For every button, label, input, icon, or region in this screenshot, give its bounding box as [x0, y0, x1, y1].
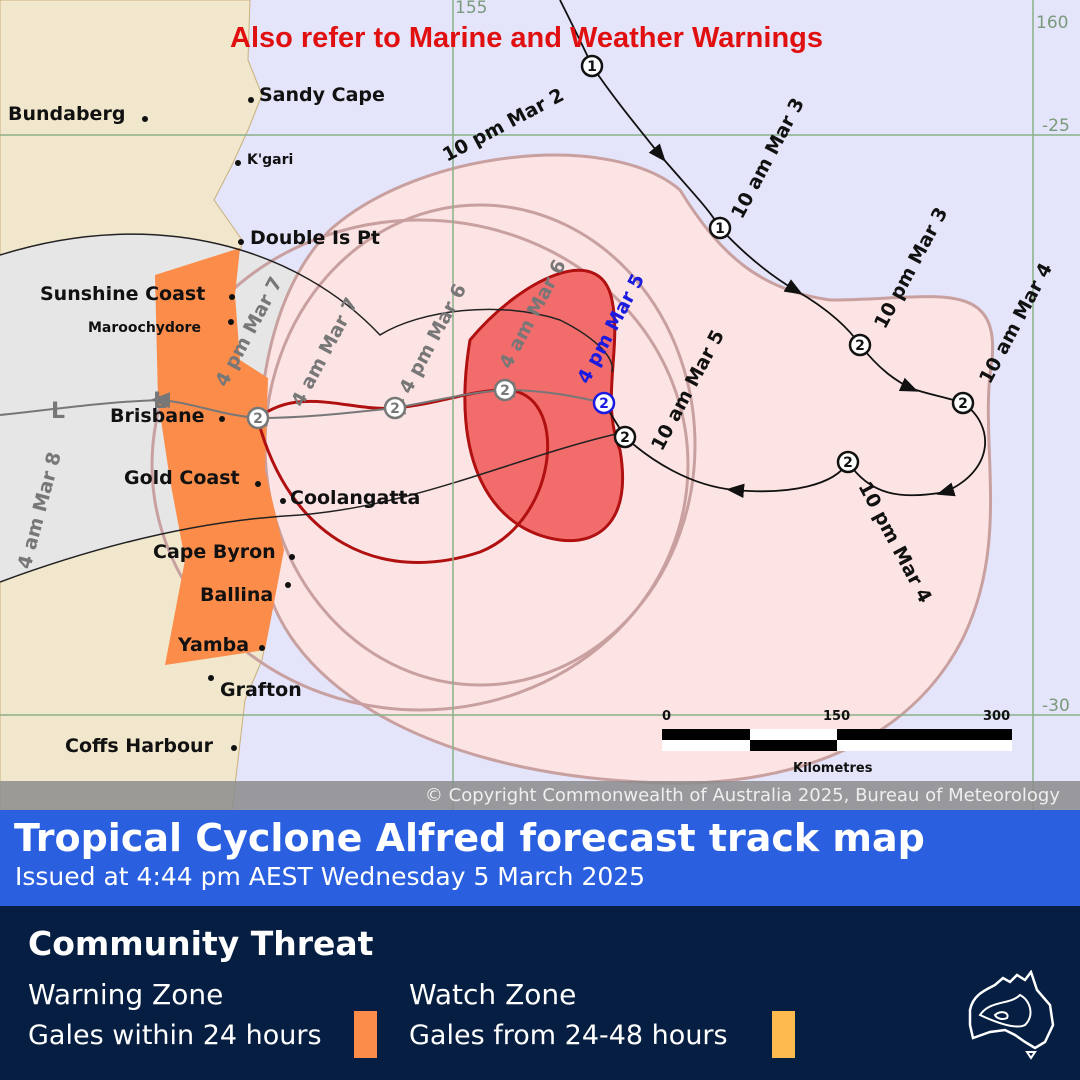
cyclone-category-marker: 2 — [836, 450, 860, 474]
title-bar: Tropical Cyclone Alfred forecast track m… — [0, 810, 1080, 906]
place-sunshine-coast: Sunshine Coast — [40, 283, 205, 305]
warning-zone-swatch — [354, 1011, 377, 1058]
place-ballina: Ballina — [200, 584, 273, 606]
grid-label-lat-30: -30 — [1042, 696, 1070, 716]
warning-zone-heading: Warning Zone — [28, 978, 224, 1011]
marine-warning-banner: Also refer to Marine and Weather Warning… — [230, 22, 823, 54]
svg-text:1: 1 — [715, 221, 725, 237]
australia-map-icon — [968, 970, 1055, 1060]
svg-text:2: 2 — [843, 455, 853, 471]
place-gold-coast: Gold Coast — [124, 467, 240, 489]
community-threat-legend: Community Threat Warning Zone Gales with… — [0, 906, 1080, 1080]
past-track — [559, 0, 986, 498]
place-brisbane: Brisbane — [110, 405, 205, 427]
scale-label-150: 150 — [823, 709, 850, 724]
legend-title: Community Threat — [28, 924, 374, 963]
cyclone-category-marker: 1 — [580, 54, 604, 78]
place-double-is-pt: Double Is Pt — [250, 227, 380, 249]
outlook-boundary-south — [0, 431, 626, 583]
place-bundaberg: Bundaberg — [8, 103, 125, 125]
cyclone-category-marker: 2 — [613, 425, 637, 449]
copyright-notice: © Copyright Commonwealth of Australia 20… — [0, 781, 1080, 810]
place-maroochydore: Maroochydore — [88, 320, 201, 336]
svg-text:2: 2 — [599, 396, 609, 412]
map-title: Tropical Cyclone Alfred forecast track m… — [14, 816, 925, 860]
cyclone-category-marker: 2 — [493, 378, 517, 402]
svg-text:2: 2 — [855, 338, 865, 354]
place-coolangatta: Coolangatta — [290, 487, 420, 509]
place-cape-byron: Cape Byron — [153, 541, 276, 563]
warning-zone-description: Gales within 24 hours — [28, 1020, 322, 1051]
place-grafton: Grafton — [220, 679, 302, 701]
scale-label-0: 0 — [662, 709, 671, 724]
watch-zone-swatch — [772, 1011, 795, 1058]
low-marker: L — [51, 399, 65, 424]
scale-bar: 0 150 300 Kilometres — [662, 709, 1012, 776]
grid-label-lon-160: 160 — [1036, 13, 1068, 33]
cyclone-category-marker: 2 — [592, 391, 616, 415]
grid-label-lon-155: 155 — [455, 0, 487, 18]
watch-zone-heading: Watch Zone — [409, 978, 577, 1011]
cyclone-category-marker: 2 — [246, 406, 270, 430]
cyclone-category-marker: 1 — [708, 216, 732, 240]
svg-text:2: 2 — [620, 430, 630, 446]
scale-label-300: 300 — [983, 709, 1010, 724]
place-coffs-harbour: Coffs Harbour — [65, 735, 214, 757]
issued-time: Issued at 4:44 pm AEST Wednesday 5 March… — [15, 862, 646, 891]
svg-text:2: 2 — [958, 396, 968, 412]
low-marker: L — [153, 389, 167, 414]
place-kgari: K'gari — [247, 152, 293, 168]
svg-text:2: 2 — [253, 411, 263, 427]
svg-text:1: 1 — [587, 59, 597, 75]
watch-zone-description: Gales from 24-48 hours — [409, 1020, 728, 1051]
svg-text:2: 2 — [390, 401, 400, 417]
grid-label-lat-25: -25 — [1042, 116, 1070, 136]
cyclone-category-marker: 2 — [951, 391, 975, 415]
svg-text:2: 2 — [500, 383, 510, 399]
warning-zone — [155, 248, 284, 665]
place-yamba: Yamba — [177, 634, 249, 656]
cyclone-track-map: 155 160 -25 -30 1 1 2 2 2 2 2 2 2 2 L L Bundaberg S… — [0, 0, 1080, 810]
cyclone-category-marker: 2 — [383, 396, 407, 420]
scale-unit: Kilometres — [793, 761, 873, 776]
cyclone-category-marker: 2 — [848, 333, 872, 357]
place-sandy-cape: Sandy Cape — [259, 84, 385, 106]
place-labels: Bundaberg Sandy Cape K'gari Double Is Pt… — [8, 84, 420, 757]
